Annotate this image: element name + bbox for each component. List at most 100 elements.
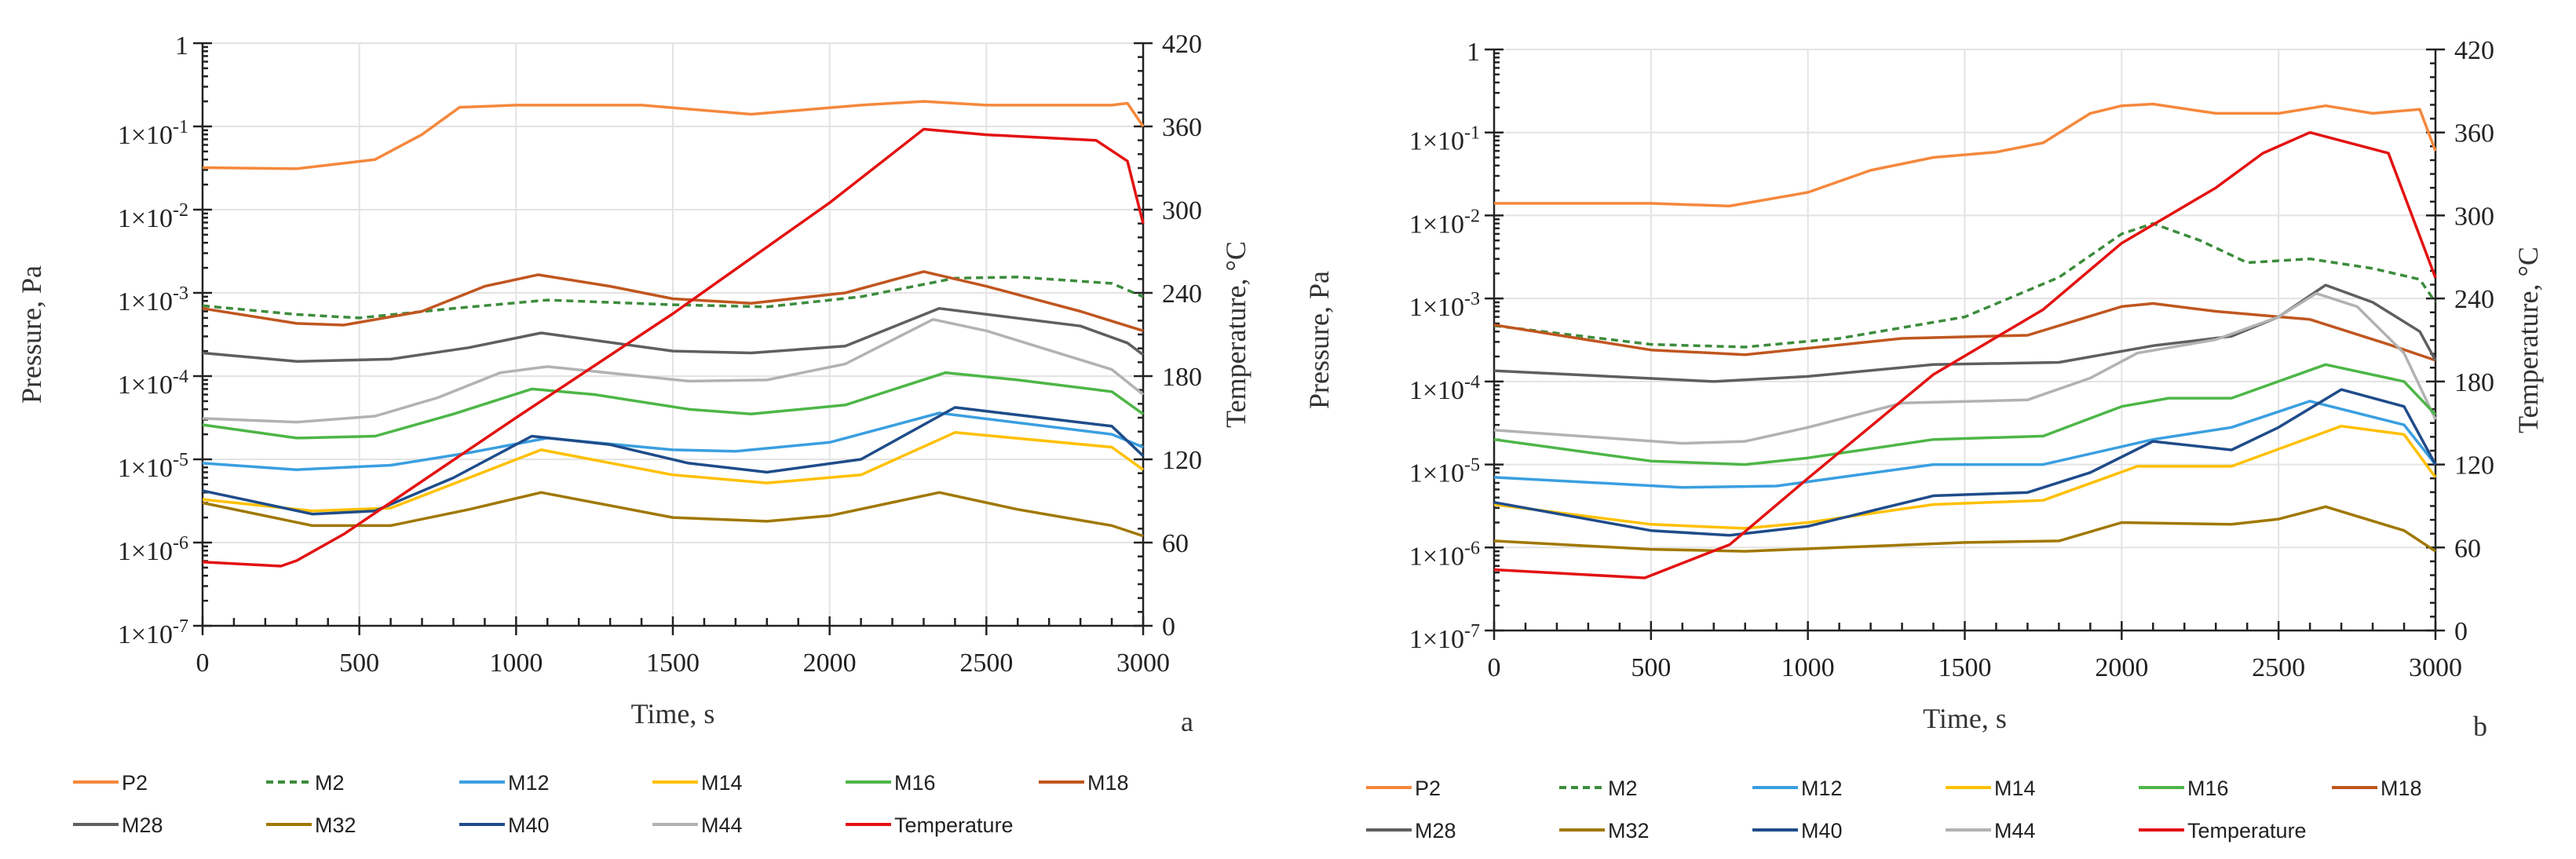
legend-item: Temperature bbox=[846, 813, 1014, 837]
y-tick-base: 1×10 bbox=[118, 371, 173, 400]
legend-label: M14 bbox=[1994, 777, 2036, 800]
y-tick-label: 1×10-4 bbox=[1409, 372, 1480, 405]
legend-label: Temperature bbox=[2187, 819, 2307, 843]
series-line-m28 bbox=[1493, 283, 2437, 383]
legend-label: M16 bbox=[894, 771, 936, 795]
x-tick-label: 0 bbox=[1488, 653, 1501, 682]
y-tick-exponent: -7 bbox=[1464, 621, 1480, 642]
y-tick-label: 1×10-3 bbox=[118, 283, 188, 316]
legend-label: M32 bbox=[1608, 819, 1650, 843]
legend-item: P2 bbox=[1366, 777, 1441, 800]
y2-tick-label: 360 bbox=[1162, 113, 1202, 142]
x-tick-label: 2000 bbox=[803, 649, 857, 678]
y2-tick-label: 300 bbox=[1162, 196, 1202, 225]
legend-item: Temperature bbox=[2139, 819, 2307, 843]
legend-item: M16 bbox=[2139, 777, 2229, 800]
y2-tick-label: 60 bbox=[2454, 534, 2481, 563]
series-line-m12 bbox=[1493, 400, 2437, 489]
y-tick-label: 1×10-1 bbox=[1409, 123, 1480, 156]
legend-item: M44 bbox=[1946, 819, 2036, 843]
legend-label: M44 bbox=[1994, 819, 2036, 843]
y-tick-exponent: -3 bbox=[1464, 289, 1480, 309]
y-tick-label: 1×10-7 bbox=[1409, 621, 1480, 654]
legend-item: M16 bbox=[846, 771, 936, 795]
y2-tick-label: 0 bbox=[2454, 617, 2468, 646]
x-tick-label: 500 bbox=[1631, 653, 1671, 682]
legend-label: M12 bbox=[508, 771, 550, 795]
y-tick-label: 1×10-5 bbox=[1409, 455, 1480, 488]
y-axis-title: Pressure, Pa bbox=[16, 265, 47, 404]
legend: P2 M2 M12 M14 M16 M18 M28 M32 M40 M44 Temperature bbox=[1366, 777, 2422, 843]
legend-label: M40 bbox=[508, 813, 550, 837]
x-tick-label: 1000 bbox=[489, 649, 543, 678]
y2-tick-label: 120 bbox=[2454, 451, 2494, 481]
y-tick-base: 1×10 bbox=[1409, 459, 1464, 488]
series-line-m14 bbox=[1493, 424, 2437, 530]
y-tick-label: 1×10-6 bbox=[1409, 538, 1480, 571]
legend-item: M40 bbox=[1752, 819, 1843, 843]
y2-tick-label: 420 bbox=[2454, 36, 2494, 65]
series-line-p2 bbox=[1494, 102, 2437, 208]
legend-item: M12 bbox=[1752, 777, 1843, 800]
legend-label: M40 bbox=[1801, 819, 1843, 843]
y-tick-exponent: -1 bbox=[173, 117, 188, 137]
series-line-m16 bbox=[202, 371, 1145, 440]
y2-tick-label: 240 bbox=[2454, 285, 2494, 314]
y2-tick-label: 180 bbox=[2454, 368, 2494, 397]
legend-label: M2 bbox=[315, 771, 345, 795]
legend-label: M12 bbox=[1801, 777, 1843, 800]
series-line-temperature bbox=[1493, 130, 2437, 579]
y-tick-base: 1×10 bbox=[118, 204, 173, 233]
x-tick-label: 3000 bbox=[1116, 649, 1170, 678]
series-line-p2 bbox=[202, 100, 1145, 170]
legend-item: M12 bbox=[459, 771, 550, 795]
legend-item: M44 bbox=[652, 813, 743, 837]
y-tick-exponent: -1 bbox=[1464, 123, 1480, 144]
legend-item: M14 bbox=[652, 771, 743, 795]
series-line-m32 bbox=[1493, 505, 2436, 553]
panel-label: b bbox=[2473, 711, 2487, 742]
y2-tick-label: 420 bbox=[1162, 30, 1202, 59]
y-tick-label: 1×10-7 bbox=[118, 616, 188, 649]
y-tick-exponent: -6 bbox=[1464, 538, 1480, 558]
y2-tick-label: 180 bbox=[1162, 363, 1202, 392]
legend-item: M32 bbox=[1559, 819, 1650, 843]
y-tick-base: 1×10 bbox=[118, 121, 173, 150]
legend: P2 M2 M12 M14 M16 M18 M28 M32 M40 M44 Temperature bbox=[73, 771, 1129, 837]
y2-tick-label: 360 bbox=[2454, 119, 2494, 148]
series-line-m2 bbox=[202, 276, 1144, 320]
series-line-m40 bbox=[1493, 388, 2437, 537]
legend-item: M18 bbox=[2332, 777, 2422, 800]
y-tick-label: 1×10-6 bbox=[118, 533, 188, 566]
legend-label: M44 bbox=[701, 813, 743, 837]
y-tick-base: 1 bbox=[1467, 38, 1480, 67]
legend-label: M2 bbox=[1608, 777, 1638, 800]
legend-item: P2 bbox=[73, 771, 148, 795]
x-axis-title: Time, s bbox=[631, 698, 715, 729]
series-line-m40 bbox=[202, 406, 1145, 516]
y-tick-label: 1 bbox=[175, 31, 188, 60]
y-tick-label: 1×10-5 bbox=[118, 450, 188, 483]
series-line-m44 bbox=[202, 318, 1145, 424]
legend-label: M16 bbox=[2187, 777, 2229, 800]
y-tick-exponent: -4 bbox=[173, 367, 188, 387]
legend-label: M18 bbox=[1087, 771, 1129, 795]
y-tick-label: 1×10-1 bbox=[118, 117, 188, 150]
y-tick-base: 1 bbox=[175, 31, 188, 60]
y-tick-exponent: -7 bbox=[173, 616, 188, 637]
y-tick-exponent: -3 bbox=[173, 283, 188, 304]
legend-item: M18 bbox=[1039, 771, 1129, 795]
series-line-m12 bbox=[202, 411, 1144, 471]
y-tick-label: 1×10-3 bbox=[1409, 289, 1480, 322]
y-tick-exponent: -5 bbox=[1464, 455, 1480, 476]
y-tick-label: 1×10-4 bbox=[118, 367, 188, 400]
y2-tick-label: 300 bbox=[2454, 202, 2494, 231]
y-axis-title: Pressure, Pa bbox=[1303, 271, 1335, 409]
y-tick-base: 1×10 bbox=[1409, 376, 1464, 405]
y-tick-base: 1×10 bbox=[1409, 625, 1464, 654]
y-tick-base: 1×10 bbox=[118, 287, 173, 316]
legend-item: M2 bbox=[266, 771, 345, 795]
y-tick-base: 1×10 bbox=[1409, 127, 1464, 156]
